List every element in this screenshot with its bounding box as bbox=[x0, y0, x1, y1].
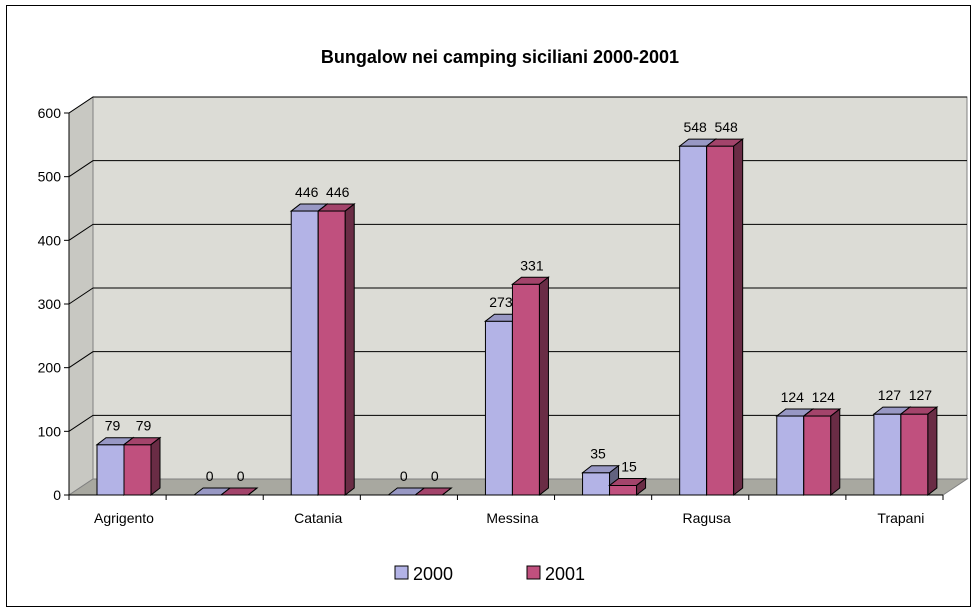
y-tick-label: 200 bbox=[38, 360, 62, 376]
x-category-label: Catania bbox=[294, 510, 342, 526]
data-label-2001-2: 446 bbox=[326, 184, 350, 200]
data-label-2000-7: 124 bbox=[781, 389, 805, 405]
bar-2001-0 bbox=[122, 436, 162, 497]
data-label-2000-3: 0 bbox=[400, 468, 408, 484]
data-label-2001-0: 79 bbox=[136, 418, 152, 434]
gridline bbox=[68, 414, 967, 432]
chart-title: Bungalow nei camping siciliani 2000-2001 bbox=[321, 47, 679, 67]
bar-2001-5 bbox=[608, 477, 648, 497]
y-tick-label: 600 bbox=[38, 105, 62, 121]
bar-2001-1 bbox=[219, 487, 259, 496]
legend-swatch-2000 bbox=[394, 565, 409, 580]
gridline bbox=[68, 287, 967, 305]
bar-2001-3 bbox=[413, 487, 453, 496]
data-label-2000-0: 79 bbox=[105, 418, 121, 434]
data-label-2001-5: 15 bbox=[621, 458, 637, 474]
bar-2001-7 bbox=[802, 408, 842, 497]
legend-label-2000: 2000 bbox=[413, 564, 453, 584]
legend: 2000 2001 bbox=[394, 564, 585, 584]
legend-swatch-2001 bbox=[526, 565, 541, 580]
gridline bbox=[68, 160, 967, 178]
data-label-2001-4: 331 bbox=[520, 257, 544, 273]
gridline bbox=[68, 223, 967, 241]
x-category-label: Ragusa bbox=[683, 510, 731, 526]
bar-2001-4 bbox=[510, 276, 550, 497]
legend-label-2001: 2001 bbox=[545, 564, 585, 584]
x-category-label: Trapani bbox=[877, 510, 924, 526]
gridline bbox=[68, 96, 967, 114]
y-tick-label: 500 bbox=[38, 169, 62, 185]
data-label-2000-2: 446 bbox=[295, 184, 319, 200]
data-label-2000-6: 548 bbox=[683, 119, 707, 135]
bar-2001-6 bbox=[705, 138, 745, 497]
y-tick-label: 0 bbox=[53, 487, 61, 503]
data-label-2001-7: 124 bbox=[812, 389, 836, 405]
y-tick-label: 100 bbox=[38, 423, 62, 439]
bar-2001-2 bbox=[316, 203, 356, 497]
y-tick-label: 400 bbox=[38, 232, 62, 248]
gridline bbox=[68, 351, 967, 369]
data-label-2000-1: 0 bbox=[206, 468, 214, 484]
data-label-2001-1: 0 bbox=[237, 468, 245, 484]
data-label-2001-8: 127 bbox=[909, 387, 933, 403]
x-category-label: Messina bbox=[486, 510, 538, 526]
data-label-2000-5: 35 bbox=[590, 446, 606, 462]
data-label-2001-6: 548 bbox=[714, 119, 738, 135]
y-tick-label: 300 bbox=[38, 296, 62, 312]
bar-2001-8 bbox=[899, 406, 939, 497]
x-category-label: Agrigento bbox=[94, 510, 154, 526]
data-label-2001-3: 0 bbox=[431, 468, 439, 484]
data-label-2000-8: 127 bbox=[878, 387, 902, 403]
data-label-2000-4: 273 bbox=[489, 294, 513, 310]
